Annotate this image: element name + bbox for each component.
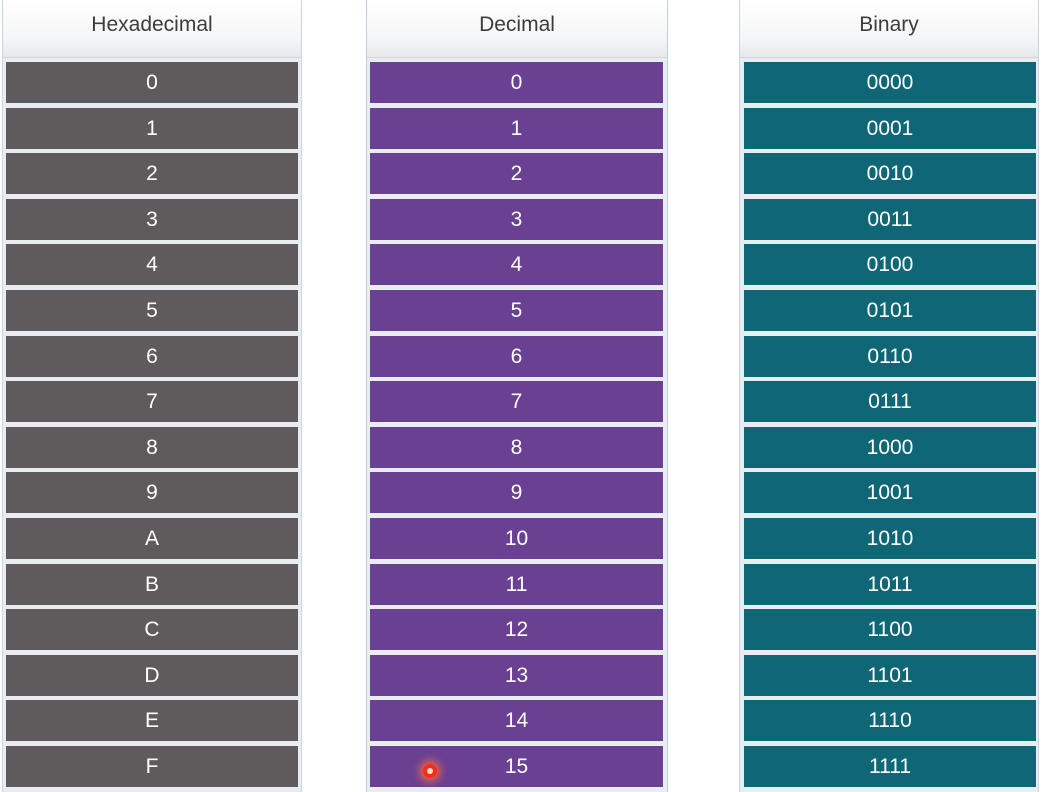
decimal-cell: 13	[370, 655, 663, 696]
hex-cell: 5	[6, 290, 298, 331]
hex-cell: D	[6, 655, 298, 696]
decimal-cell: 2	[370, 153, 663, 194]
hex-cell: 2	[6, 153, 298, 194]
binary-cell: 1000	[744, 427, 1036, 468]
decimal-header: Decimal	[367, 0, 667, 58]
binary-cell: 1110	[744, 700, 1036, 741]
pointer-highlight-icon	[423, 764, 437, 778]
decimal-cell: 0	[370, 62, 663, 103]
binary-cell: 0110	[744, 336, 1036, 377]
decimal-cell: 11	[370, 564, 663, 605]
hex-cell: 9	[6, 472, 298, 513]
binary-cell: 1001	[744, 472, 1036, 513]
decimal-cell: 1	[370, 108, 663, 149]
decimal-cell: 14	[370, 700, 663, 741]
hex-cell: 4	[6, 244, 298, 285]
binary-cell: 0011	[744, 199, 1036, 240]
binary-cell: 1111	[744, 746, 1036, 787]
decimal-cell: 5	[370, 290, 663, 331]
binary-cell: 1010	[744, 518, 1036, 559]
decimal-column: Decimal 0 1 2 3 4 5 6 7 8 9 10 11 12 13 14 15	[366, 0, 668, 792]
decimal-cell: 8	[370, 427, 663, 468]
hex-cell: A	[6, 518, 298, 559]
decimal-cell: 4	[370, 244, 663, 285]
hex-cell: 3	[6, 199, 298, 240]
binary-cell: 1101	[744, 655, 1036, 696]
binary-cell: 1100	[744, 609, 1036, 650]
binary-column: Binary 0000 0001 0010 0011 0100 0101 0110 0111 1…	[739, 0, 1039, 792]
binary-cell: 0111	[744, 381, 1036, 422]
hex-cell: 6	[6, 336, 298, 377]
decimal-cell: 12	[370, 609, 663, 650]
binary-cell: 0101	[744, 290, 1036, 331]
hex-cell: F	[6, 746, 298, 787]
hex-cell: E	[6, 700, 298, 741]
binary-header: Binary	[740, 0, 1038, 58]
hex-cell: 1	[6, 108, 298, 149]
binary-cell: 1011	[744, 564, 1036, 605]
decimal-cell: 7	[370, 381, 663, 422]
hex-cell: B	[6, 564, 298, 605]
binary-cell: 0001	[744, 108, 1036, 149]
decimal-cell: 10	[370, 518, 663, 559]
hex-cell: 7	[6, 381, 298, 422]
decimal-cell: 9	[370, 472, 663, 513]
decimal-cell: 15	[370, 746, 663, 787]
decimal-cell: 6	[370, 336, 663, 377]
hex-cell: 8	[6, 427, 298, 468]
binary-cell: 0000	[744, 62, 1036, 103]
hex-cell: 0	[6, 62, 298, 103]
decimal-cell: 3	[370, 199, 663, 240]
hexadecimal-header: Hexadecimal	[3, 0, 301, 58]
binary-cell: 0100	[744, 244, 1036, 285]
binary-cell: 0010	[744, 153, 1036, 194]
hex-cell: C	[6, 609, 298, 650]
